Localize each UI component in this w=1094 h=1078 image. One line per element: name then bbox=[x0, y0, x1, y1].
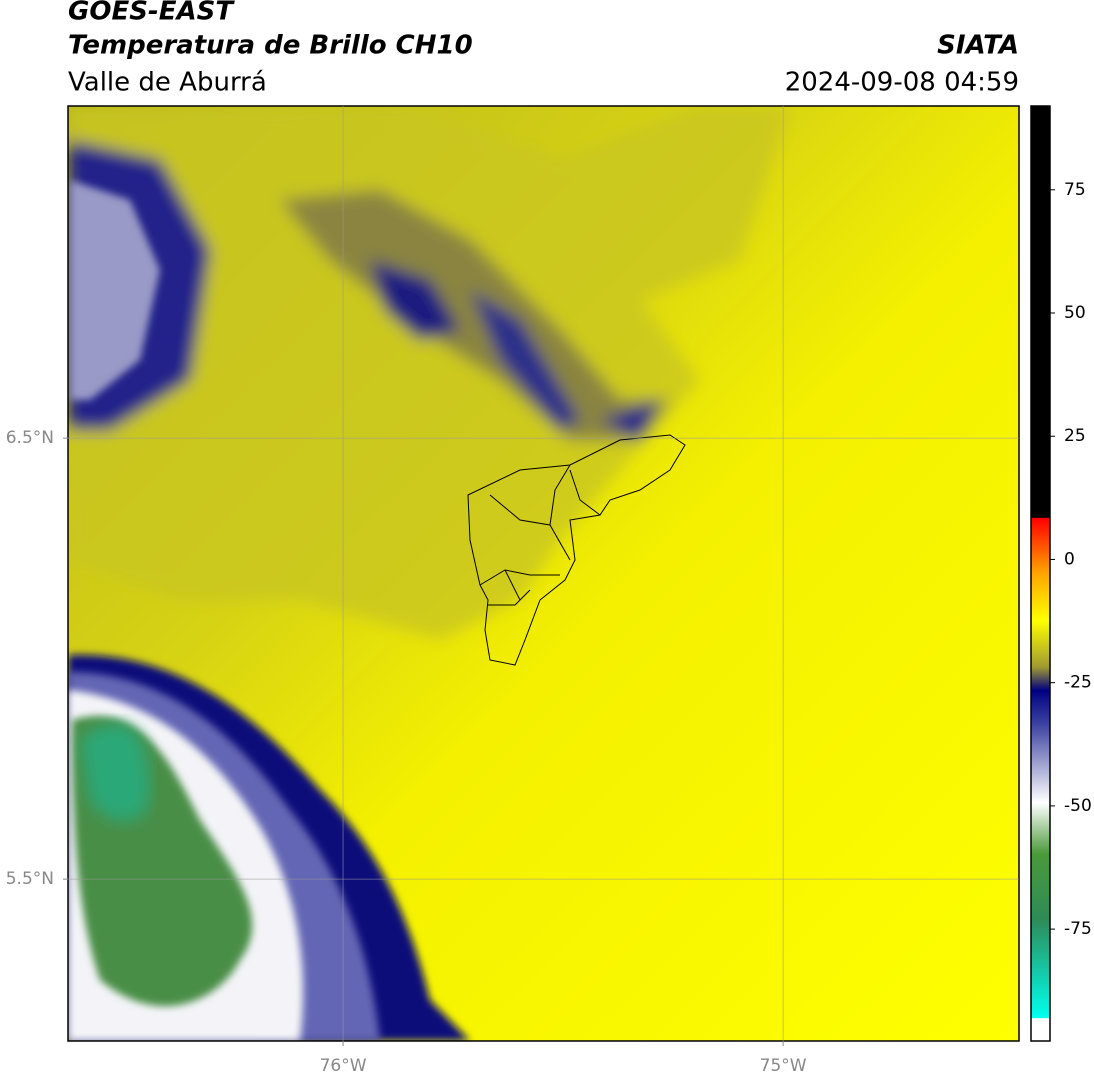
colorbar-tick-label: 50 bbox=[1064, 303, 1086, 323]
colorbar-tick-label: 0 bbox=[1064, 549, 1075, 569]
colorbar bbox=[1030, 105, 1051, 1042]
datetime: 2024-09-08 04:59 bbox=[785, 68, 1019, 98]
subtitle: Temperatura de Brillo CH10 bbox=[68, 31, 473, 61]
colorbar-tick-label: -25 bbox=[1064, 673, 1092, 693]
source: SIATA bbox=[937, 31, 1019, 61]
x-tick-label: 75°W bbox=[760, 1056, 807, 1076]
map-frame bbox=[67, 105, 1020, 1042]
y-tick-label: 5.5°N bbox=[6, 869, 54, 889]
colorbar-tick-label: 25 bbox=[1064, 426, 1086, 446]
colorbar-tick-label: -50 bbox=[1064, 796, 1092, 816]
map-image bbox=[68, 106, 1019, 1041]
x-tick-label: 76°W bbox=[320, 1056, 367, 1076]
y-tick-label: 6.5°N bbox=[6, 428, 54, 448]
colorbar-tick-label: -75 bbox=[1064, 919, 1092, 939]
colorbar-tick-label: 75 bbox=[1064, 180, 1086, 200]
region: Valle de Aburrá bbox=[68, 68, 267, 98]
title: GOES-EAST bbox=[68, 0, 235, 27]
